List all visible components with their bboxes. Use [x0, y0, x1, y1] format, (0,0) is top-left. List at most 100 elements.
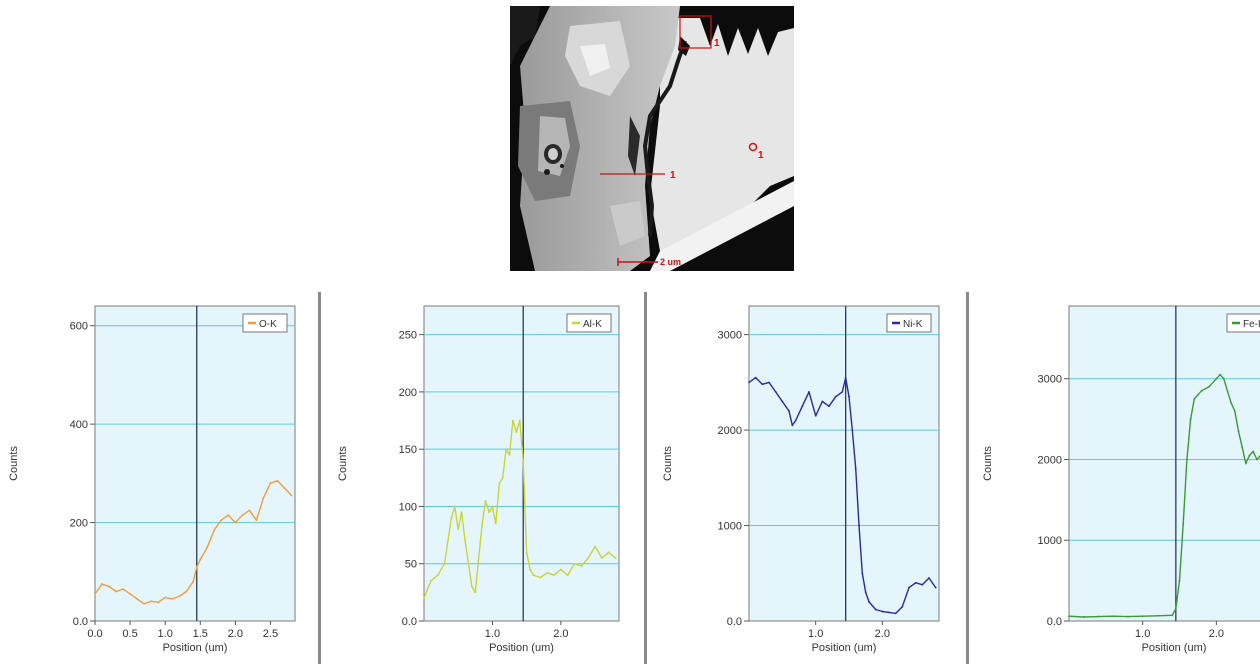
data-point: [157, 601, 160, 604]
x-tick-label: 0.5: [122, 628, 137, 640]
data-point: [501, 476, 504, 479]
plot-al-k: 0.0 50 100 150 200 250 1.0 2.0 Position (um) Coun…: [326, 300, 636, 664]
data-point: [854, 467, 857, 470]
plot-area: [748, 305, 940, 622]
y-axis-label: Counts: [337, 446, 349, 481]
data-point: [262, 497, 265, 499]
data-point: [1182, 523, 1185, 525]
data-point: [529, 568, 531, 571]
data-point: [858, 524, 860, 527]
data-point: [580, 565, 583, 567]
data-point: [143, 602, 146, 605]
data-point: [614, 557, 617, 559]
data-point: [781, 400, 784, 403]
data-point: [573, 562, 576, 565]
data-point: [171, 597, 174, 600]
data-point: [241, 514, 244, 517]
data-point: [206, 546, 209, 549]
data-point: [248, 509, 251, 512]
data-point: [255, 519, 258, 522]
data-point: [748, 381, 750, 384]
legend-box: [242, 313, 288, 333]
data-point: [814, 414, 817, 417]
panel-divider[interactable]: [318, 292, 321, 664]
data-point: [512, 419, 514, 422]
data-point: [477, 557, 480, 559]
x-axis-label: Position (um): [163, 642, 228, 654]
data-point: [1219, 373, 1221, 376]
data-point: [508, 454, 511, 456]
data-point: [1193, 397, 1196, 400]
data-point: [470, 585, 473, 588]
data-point: [136, 597, 139, 600]
data-point: [464, 539, 466, 542]
legend-box: [566, 313, 612, 333]
data-point: [1215, 377, 1218, 380]
plot-ni-k: 0.0 1000 2000 3000 1.0 2.0 Position (um) Counts…: [652, 300, 960, 664]
data-point: [868, 601, 870, 603]
data-point: [532, 574, 535, 577]
x-axis-label: Position (um): [1142, 642, 1207, 654]
panel-divider[interactable]: [644, 292, 647, 664]
data-point: [488, 511, 490, 514]
data-point: [774, 391, 777, 393]
legend-label: O-K: [259, 319, 277, 330]
data-point: [851, 429, 854, 431]
y-tick-label: 250: [399, 330, 417, 342]
x-tick-label: 1.0: [808, 628, 823, 640]
data-point: [546, 571, 549, 574]
y-tick-label: 600: [70, 321, 88, 333]
data-point: [450, 517, 453, 519]
y-axis-label: Counts: [662, 446, 674, 481]
data-point: [539, 576, 542, 579]
data-point: [1127, 615, 1129, 618]
data-point: [188, 585, 191, 588]
data-point: [934, 586, 937, 589]
panel-divider[interactable]: [966, 292, 969, 664]
y-tick-label: 100: [399, 501, 417, 513]
y-axis-label: Counts: [982, 446, 994, 481]
y-tick-label: 1000: [718, 521, 742, 533]
data-point: [269, 482, 272, 485]
data-point: [276, 479, 279, 482]
y-tick-label: 1000: [1038, 535, 1062, 547]
data-point: [283, 487, 286, 490]
data-point: [429, 580, 432, 582]
plot-area: [1068, 305, 1260, 622]
data-point: [888, 611, 890, 614]
data-point: [914, 581, 917, 584]
data-point: [213, 529, 216, 531]
y-tick-label: 2000: [1038, 454, 1062, 466]
data-point: [1248, 454, 1251, 457]
data-point: [436, 574, 439, 577]
data-point: [1226, 389, 1229, 392]
x-tick-label: 1.5: [193, 628, 208, 640]
data-point: [1208, 385, 1210, 388]
data-point: [234, 521, 237, 524]
data-point: [594, 545, 596, 548]
data-point: [834, 395, 837, 398]
data-point: [848, 395, 850, 398]
data-point: [94, 593, 96, 595]
data-point: [600, 557, 603, 559]
data-point: [928, 577, 930, 579]
data-point: [1222, 377, 1225, 380]
data-point: [522, 459, 525, 462]
x-tick-label: 1.0: [485, 628, 500, 640]
data-point: [788, 410, 790, 412]
data-point: [908, 586, 910, 589]
data-point: [794, 419, 797, 422]
y-tick-label: 50: [405, 559, 417, 571]
data-point: [894, 612, 897, 615]
data-point: [484, 499, 487, 502]
data-point: [505, 448, 508, 451]
data-point: [195, 565, 198, 568]
data-point: [199, 558, 202, 561]
data-point: [150, 600, 153, 603]
data-point: [1255, 458, 1258, 461]
data-point: [559, 568, 562, 571]
data-point: [481, 522, 484, 525]
data-point: [185, 590, 188, 593]
data-point: [518, 419, 521, 422]
series-line: [1068, 373, 1260, 618]
